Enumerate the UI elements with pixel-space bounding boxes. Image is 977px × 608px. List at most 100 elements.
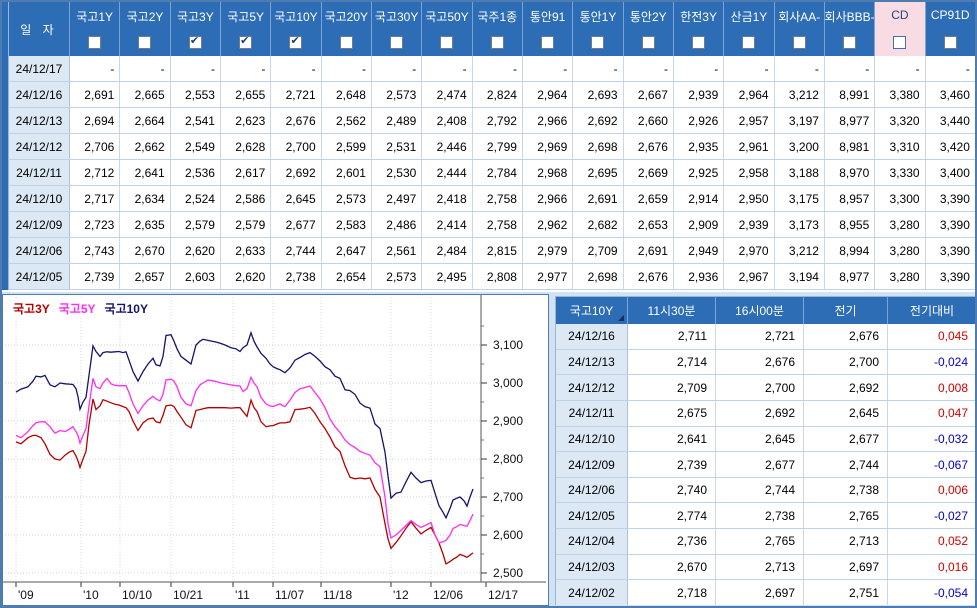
yield-cell: 2,792 <box>473 108 523 133</box>
yield-cell: 2,670 <box>120 238 170 263</box>
series-checkbox[interactable] <box>893 36 906 49</box>
column-header[interactable]: 국고20Y <box>322 2 372 56</box>
value-cell: 2,641 <box>628 427 716 452</box>
yield-chart-panel[interactable]: 국고3Y국고5Y국고10Y 3,1003,0002,9002,8002,7002… <box>2 294 549 606</box>
yield-cell: 2,961 <box>724 134 774 159</box>
column-header[interactable]: 국고50Y <box>422 2 472 56</box>
column-header[interactable]: CD <box>875 2 925 56</box>
date-cell: 24/12/06 <box>9 238 70 263</box>
value-cell: 2,744 <box>804 452 888 477</box>
column-header[interactable]: 통안91 <box>523 2 573 56</box>
series-checkbox[interactable] <box>390 36 403 49</box>
value-cell: 2,670 <box>628 555 716 580</box>
legend-item: 국고10Y <box>105 302 148 316</box>
value-cell: 2,751 <box>804 580 888 605</box>
column-header-label: CP91D <box>931 8 970 22</box>
yield-cell: 2,691 <box>70 82 120 107</box>
series-checkbox[interactable] <box>138 36 151 49</box>
column-header-label: 회사BBB- <box>825 8 875 25</box>
yield-cell: 8,977 <box>825 108 875 133</box>
series-checkbox[interactable] <box>340 36 353 49</box>
yield-cell: 3,420 <box>926 134 975 159</box>
column-header[interactable]: 통안2Y <box>624 2 674 56</box>
column-header[interactable]: 국주1종 <box>473 2 523 56</box>
yield-cell: - <box>422 56 472 81</box>
yield-cell: 2,676 <box>271 108 321 133</box>
series-checkbox-checked[interactable] <box>289 36 302 49</box>
yield-line-chart[interactable]: 3,1003,0002,9002,8002,7002,6002,500'09'1… <box>3 295 546 603</box>
svg-text:'10: '10 <box>83 588 99 602</box>
yield-cell: 2,677 <box>271 212 321 237</box>
date-column-header[interactable]: 일 자 <box>9 2 70 56</box>
series-checkbox[interactable] <box>541 36 554 49</box>
yield-cell: 2,620 <box>171 238 221 263</box>
yield-cell: 2,553 <box>171 82 221 107</box>
yield-cell: 3,197 <box>775 108 825 133</box>
yield-cell: 3,280 <box>875 238 925 263</box>
sort-column-header[interactable]: 국고10Y <box>556 297 628 324</box>
column-header[interactable]: CP91D <box>926 2 975 56</box>
series-checkbox[interactable] <box>793 36 806 49</box>
column-header[interactable]: 11시30분 <box>628 297 716 324</box>
value-cell: 2,738 <box>716 503 804 528</box>
yield-cell: 2,408 <box>422 108 472 133</box>
column-header[interactable]: 국고30Y <box>372 2 422 56</box>
series-checkbox[interactable] <box>88 36 101 49</box>
series-checkbox[interactable] <box>491 36 504 49</box>
column-header[interactable]: 통안1Y <box>573 2 623 56</box>
yield-cell: 2,664 <box>120 108 170 133</box>
table-row: 24/12/112,6752,6922,6450,047 <box>556 401 976 427</box>
series-checkbox[interactable] <box>591 36 604 49</box>
value-cell: 2,721 <box>716 324 804 349</box>
column-header[interactable]: 국고2Y <box>120 2 170 56</box>
series-checkbox[interactable] <box>843 36 856 49</box>
yield-cell: 2,444 <box>422 160 472 185</box>
yield-cell: 2,531 <box>372 134 422 159</box>
yield-cell: 2,669 <box>624 160 674 185</box>
yield-grid-body: 24/12/17------------------24/12/162,6912… <box>9 56 975 290</box>
yield-cell: 3,440 <box>926 108 975 133</box>
yield-cell: 2,691 <box>573 186 623 211</box>
series-checkbox-checked[interactable] <box>189 36 202 49</box>
value-cell: 2,675 <box>628 401 716 426</box>
yield-cell: 2,486 <box>372 212 422 237</box>
series-checkbox[interactable] <box>692 36 705 49</box>
column-header[interactable]: 회사AA- <box>775 2 825 56</box>
series-checkbox[interactable] <box>742 36 755 49</box>
yield-cell: 8,955 <box>825 212 875 237</box>
yield-cell: 2,799 <box>473 134 523 159</box>
yield-cell: 2,743 <box>70 238 120 263</box>
series-checkbox[interactable] <box>944 36 957 49</box>
series-checkbox-checked[interactable] <box>239 36 252 49</box>
column-header[interactable]: 회사BBB- <box>825 2 875 56</box>
yield-cell: 2,966 <box>523 186 573 211</box>
column-header[interactable]: 전기 <box>804 297 888 324</box>
yield-cell: 2,414 <box>422 212 472 237</box>
column-header[interactable]: 국고5Y <box>221 2 271 56</box>
svg-text:'12: '12 <box>393 588 409 602</box>
table-row: 24/12/112,7122,6412,5362,6172,6922,6012,… <box>9 160 975 186</box>
row-indicator-strip <box>2 2 9 290</box>
yield-cell: 3,390 <box>926 264 975 289</box>
column-header[interactable]: 국고10Y <box>271 2 321 56</box>
yield-cell: 2,648 <box>322 82 372 107</box>
yield-grid: 일 자 국고1Y국고2Y국고3Y국고5Y국고10Y국고20Y국고30Y국고50Y… <box>2 2 975 292</box>
value-cell: 2,718 <box>628 580 716 605</box>
yield-cell: - <box>926 56 975 81</box>
yield-cell: 8,970 <box>825 160 875 185</box>
series-checkbox[interactable] <box>642 36 655 49</box>
column-header[interactable]: 전기대비 <box>888 297 976 324</box>
column-header[interactable]: 한전3Y <box>674 2 724 56</box>
series-checkbox[interactable] <box>440 36 453 49</box>
yield-cell: 2,950 <box>724 186 774 211</box>
column-header[interactable]: 국고3Y <box>171 2 221 56</box>
column-header[interactable]: 산금1Y <box>724 2 774 56</box>
yield-cell: 2,691 <box>624 238 674 263</box>
value-cell: 2,774 <box>628 503 716 528</box>
yield-cell: 3,310 <box>875 134 925 159</box>
yield-cell: 2,967 <box>724 264 774 289</box>
column-header[interactable]: 16시00분 <box>716 297 804 324</box>
column-header[interactable]: 국고1Y <box>70 2 120 56</box>
date-cell: 24/12/11 <box>9 160 70 185</box>
yield-cell: 2,562 <box>322 108 372 133</box>
